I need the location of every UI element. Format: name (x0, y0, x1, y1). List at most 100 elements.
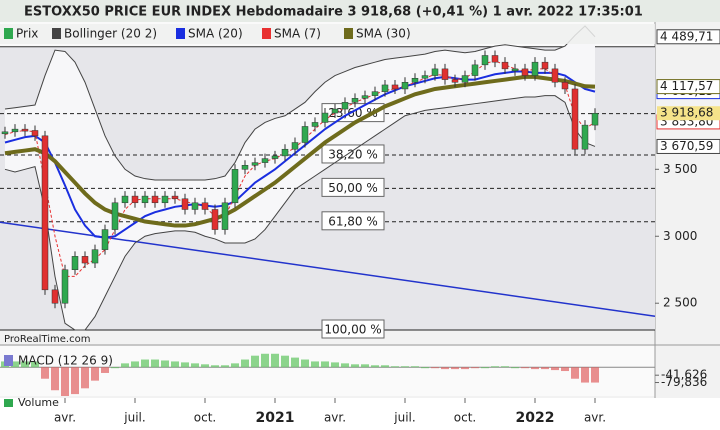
candle (151, 195, 159, 204)
macd-bar (521, 367, 529, 369)
macd-bar (511, 367, 519, 369)
candle (451, 79, 459, 83)
last-value-label: 3 670,59 (660, 139, 713, 153)
x-tick-label: 2021 (256, 410, 295, 426)
candle (321, 112, 329, 123)
candle (11, 128, 19, 133)
candle (181, 198, 189, 210)
y-tick-label: 2 500 (663, 296, 697, 310)
last-value-box (657, 106, 720, 121)
x-tick-label: oct. (454, 411, 476, 425)
candle (291, 142, 299, 150)
macd-bar (31, 361, 39, 368)
indicator-line (4, 25, 596, 181)
indicator-line (4, 74, 596, 228)
candle (161, 195, 169, 204)
candle (381, 84, 389, 92)
candle (331, 108, 339, 114)
macd-bar (121, 363, 129, 368)
candle (371, 91, 379, 96)
macd-bar (71, 367, 79, 395)
legend-swatch (176, 28, 185, 39)
macd-bar (271, 353, 279, 368)
candle (51, 289, 59, 304)
candle (1, 131, 9, 135)
candle (511, 68, 519, 72)
candle (411, 77, 419, 83)
macd-bar (551, 367, 559, 371)
legend-swatch (52, 28, 61, 39)
candle (201, 202, 209, 210)
macd-bar (321, 361, 329, 368)
candle (211, 209, 219, 230)
candle (591, 112, 599, 126)
fib-label-box (321, 319, 385, 339)
candle (41, 135, 49, 291)
candle (121, 195, 129, 204)
macd-bar (591, 367, 599, 383)
macd-bar (181, 362, 189, 368)
last-value-box (656, 29, 720, 45)
candle (531, 61, 539, 76)
candle (551, 68, 559, 83)
macd-bar (171, 361, 179, 368)
macd-bar (531, 367, 539, 370)
candle (581, 124, 589, 150)
macd-bar (51, 367, 59, 391)
candle (61, 269, 69, 304)
macd-bar (351, 364, 359, 368)
macd-bar (131, 361, 139, 368)
candle (501, 61, 509, 70)
header-bar (0, 0, 720, 22)
indicator-line (4, 95, 596, 331)
candle (191, 202, 199, 210)
macd-bar (361, 364, 369, 368)
macd-bar (201, 364, 209, 368)
last-value-label: 4 489,71 (660, 29, 713, 43)
candle (391, 84, 399, 90)
macd-bar (301, 359, 309, 368)
macd-bar (401, 366, 409, 368)
macd-bar (571, 367, 579, 379)
macd-bar (451, 367, 459, 370)
macd-bar (291, 357, 299, 368)
legend-label: Prix (16, 27, 38, 41)
macd-bar (161, 360, 169, 368)
macd-bar (411, 366, 419, 368)
candle (301, 126, 309, 143)
candle (361, 95, 369, 99)
macd-bar (381, 365, 389, 368)
x-tick-label: avr. (54, 411, 76, 425)
x-tick-label: juil. (393, 411, 415, 425)
y-tick-label: 3 000 (663, 229, 697, 243)
candle (311, 122, 319, 127)
fib-label: 61,80 % (328, 214, 378, 228)
last-value-label: 4 117,57 (660, 79, 713, 93)
macd-bar (151, 359, 159, 368)
macd-bar (251, 355, 259, 368)
bollinger-fill (5, 26, 595, 330)
candle (281, 148, 289, 157)
x-tick-label: juil. (123, 411, 145, 425)
macd-area (0, 346, 655, 396)
x-tick-label: oct. (194, 411, 216, 425)
legend-label: SMA (20) (188, 27, 243, 41)
macd-label: MACD (12 26 9) (18, 354, 113, 368)
candle (101, 229, 109, 250)
macd-bar (311, 361, 319, 368)
macd-bar (491, 366, 499, 368)
macd-bar (501, 366, 509, 368)
candle (351, 98, 359, 103)
macd-bar (191, 363, 199, 368)
candle (31, 130, 39, 137)
macd-bar (561, 367, 569, 372)
candle (171, 195, 179, 200)
fib-label: 38,20 % (328, 147, 378, 161)
candle (461, 75, 469, 83)
legend-swatch (4, 355, 13, 366)
macd-bar (541, 367, 549, 370)
candle (261, 158, 269, 163)
macd-bar (21, 361, 29, 368)
macd-bar (241, 359, 249, 368)
